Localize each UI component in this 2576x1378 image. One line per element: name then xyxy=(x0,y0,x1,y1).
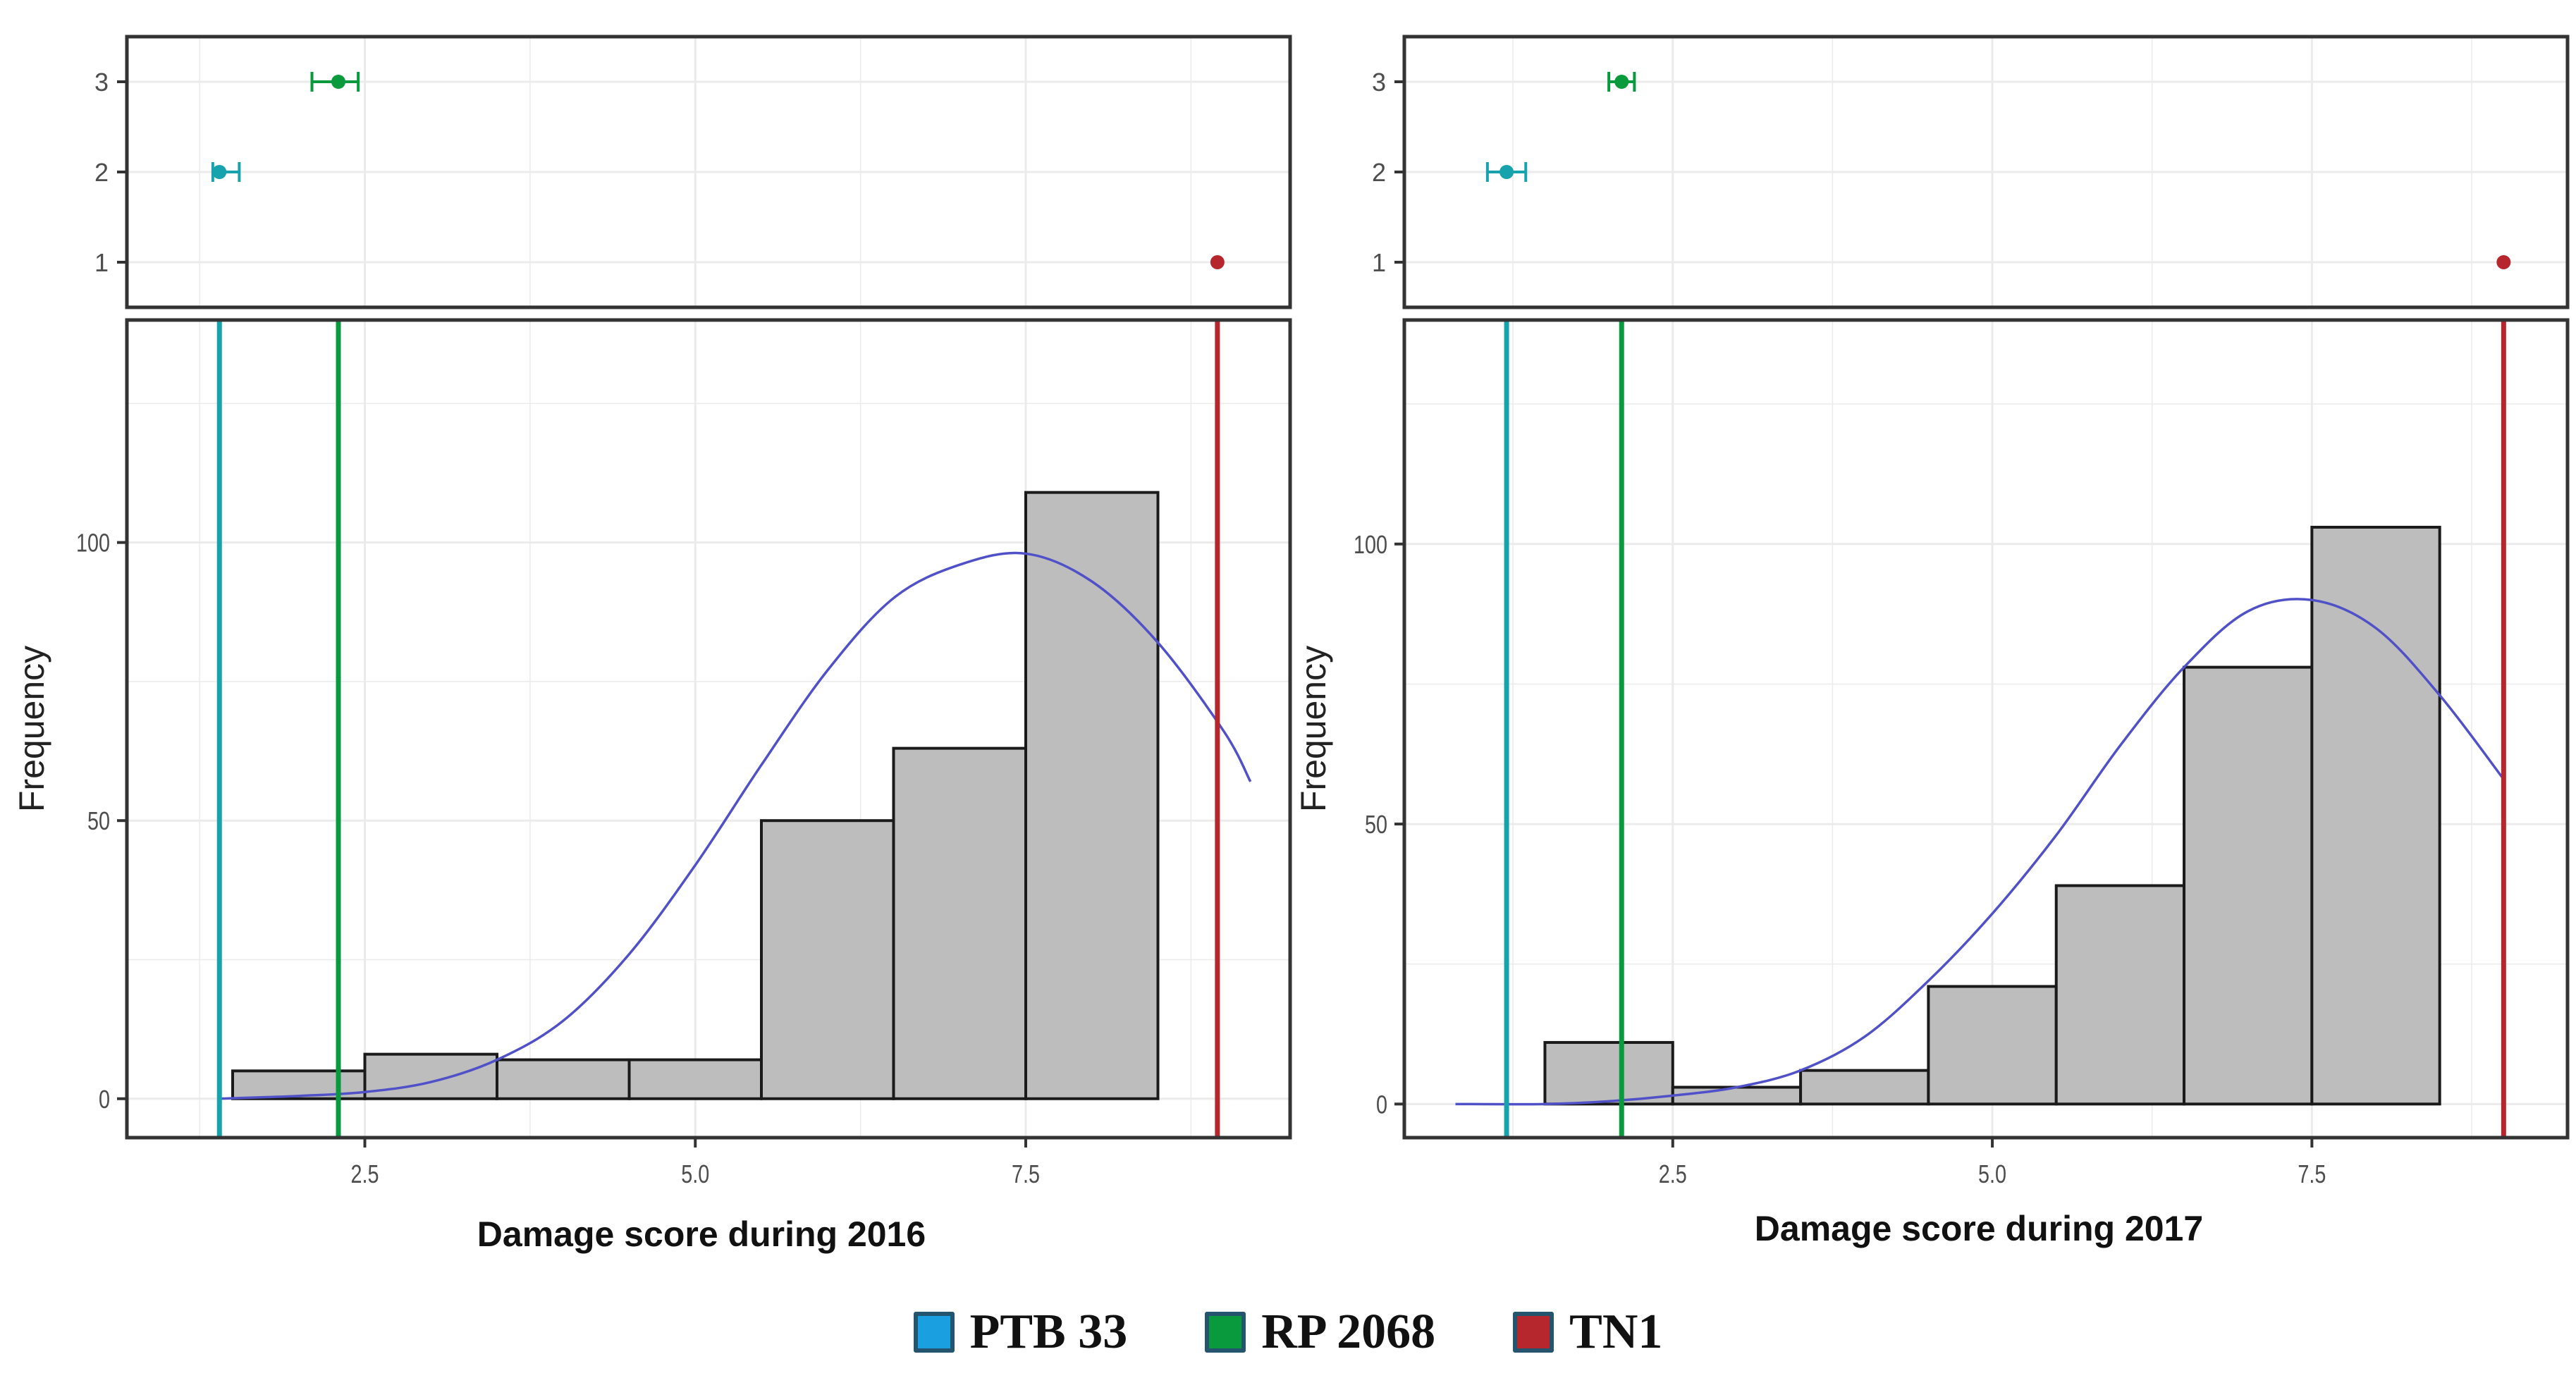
chart-2: 2.5 5.0 7.5 0 50 100 1 2 3 Damage score during 20… xyxy=(1294,35,2570,1248)
y-tick-label: 100 xyxy=(76,529,110,558)
x-axis-title: Damage score during 2016 xyxy=(477,1214,926,1254)
chart-1: 2.5 5.0 7.5 0 50 100 1 2 3 Damage score during 20… xyxy=(12,35,1292,1254)
legend-item-rp2068: RP 2068 xyxy=(1205,1304,1435,1360)
histogram-bar-5 xyxy=(2054,884,2186,1106)
histogram-bar-3 xyxy=(1799,1069,1930,1106)
x-tick-label: 7.5 xyxy=(2298,1159,2326,1188)
y-tick-label: 0 xyxy=(1376,1090,1387,1119)
histogram-bars xyxy=(231,491,1160,1100)
x-tick-label: 5.0 xyxy=(1978,1159,2006,1188)
y-axis-title: Frequency xyxy=(12,646,51,812)
interval-point-2 xyxy=(1485,162,1528,182)
interval-y-tick-label: 3 xyxy=(94,68,109,97)
histogram-bar-4 xyxy=(627,1058,763,1100)
interval-y-tick-label: 2 xyxy=(1372,158,1386,187)
x-tick-label: 5.0 xyxy=(681,1159,709,1188)
legend-item-tn1: TN1 xyxy=(1513,1304,1662,1360)
histogram-bar-2 xyxy=(1671,1085,1803,1106)
interval-y-tick-label: 1 xyxy=(1372,248,1386,277)
y-tick-label: 0 xyxy=(99,1085,110,1114)
interval-point-1 xyxy=(2496,255,2511,269)
legend-item-ptb33: PTB 33 xyxy=(913,1304,1128,1360)
legend-swatch-rp2068 xyxy=(1205,1312,1246,1353)
interval-point-2 xyxy=(211,162,241,182)
mean-point xyxy=(1614,75,1629,89)
histogram-panel-border xyxy=(125,318,1292,1140)
histogram-bar-2 xyxy=(363,1052,498,1100)
x-tick-label: 2.5 xyxy=(350,1159,379,1188)
y-tick-label: 50 xyxy=(87,806,110,835)
legend-label-rp2068: RP 2068 xyxy=(1261,1305,1436,1359)
legend-swatch-tn1 xyxy=(1513,1312,1554,1353)
histogram-bar-4 xyxy=(1927,985,2058,1106)
interval-y-tick-label: 3 xyxy=(1372,68,1386,97)
interval-y-tick-label: 2 xyxy=(94,158,109,187)
interval-point-3 xyxy=(310,72,360,92)
y-tick-label: 50 xyxy=(1365,810,1387,839)
y-axis-title: Frequency xyxy=(1294,646,1333,812)
interval-point-3 xyxy=(1607,72,1636,92)
x-tick-label: 2.5 xyxy=(1659,1159,1687,1188)
y-tick-label: 100 xyxy=(1354,530,1387,559)
mean-point xyxy=(212,165,227,179)
histogram-bar-3 xyxy=(496,1058,631,1100)
interval-y-tick-label: 1 xyxy=(94,248,109,277)
x-tick-label: 7.5 xyxy=(1012,1159,1040,1188)
histogram-bars xyxy=(1543,525,2441,1106)
legend-swatch-ptb33 xyxy=(913,1312,955,1353)
histogram-bar-7 xyxy=(2310,525,2441,1106)
histogram-bar-6 xyxy=(2183,665,2314,1106)
interval-point-1 xyxy=(1210,255,1225,269)
density-curve xyxy=(219,551,1252,1100)
histogram-bar-7 xyxy=(1024,491,1160,1100)
mean-point xyxy=(1499,165,1514,179)
legend-label-tn1: TN1 xyxy=(1569,1305,1663,1359)
legend: PTB 33 RP 2068 TN1 xyxy=(0,1297,2576,1367)
mean-point xyxy=(2496,255,2511,269)
legend-label-ptb33: PTB 33 xyxy=(969,1305,1128,1359)
density-curve xyxy=(1455,598,2505,1106)
histogram-bar-6 xyxy=(892,746,1027,1100)
histogram-bar-1 xyxy=(1543,1040,1674,1106)
histogram-panel-border xyxy=(1402,318,2570,1140)
mean-point xyxy=(1210,255,1225,269)
histogram-bar-5 xyxy=(760,819,895,1100)
mean-point xyxy=(331,75,345,89)
x-axis-title: Damage score during 2017 xyxy=(1755,1209,2203,1248)
